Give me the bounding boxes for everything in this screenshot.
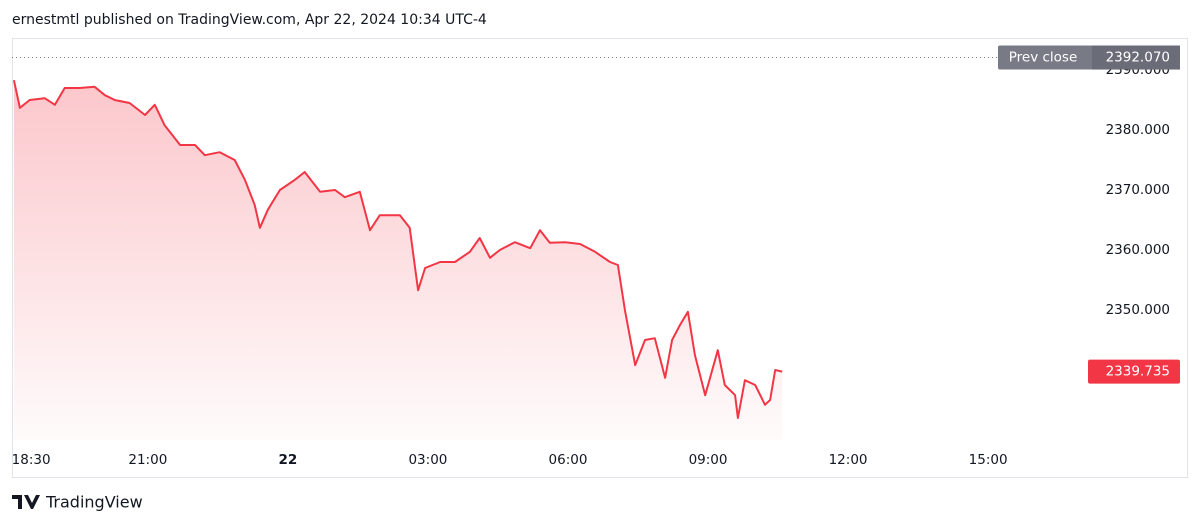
x-tick-label: 15:00 xyxy=(969,452,1008,468)
y-tick-label: 2350.000 xyxy=(1106,302,1170,318)
area xyxy=(13,80,783,440)
x-tick-label: 09:00 xyxy=(689,452,728,468)
prev-close-value-box xyxy=(1092,45,1180,70)
logo-mark xyxy=(12,495,40,509)
y-tick-label: 2360.000 xyxy=(1106,242,1170,258)
plot: 2350.0002360.0002370.0002380.0002390.000… xyxy=(12,45,1180,468)
x-tick-label: 18:30 xyxy=(12,452,51,468)
frame xyxy=(12,38,1188,478)
x-tick-label: 12:00 xyxy=(829,452,868,468)
y-tick-label: 2370.000 xyxy=(1106,182,1170,198)
header: ernestmtl published on TradingView.com, … xyxy=(12,12,487,28)
x-tick-label: 21:00 xyxy=(128,452,167,468)
x-tick-label: 06:00 xyxy=(549,452,588,468)
x-tick-label: 03:00 xyxy=(408,452,447,468)
logo: TradingView xyxy=(12,493,143,512)
prev-close-value: 2392.070 xyxy=(1106,50,1170,66)
footer: TradingView xyxy=(45,493,143,512)
price-line xyxy=(12,79,783,419)
x-tick-label: 22 xyxy=(278,452,297,468)
prev-close-name: Prev close xyxy=(1009,50,1078,66)
last-price-box xyxy=(1088,359,1180,384)
y-tick-label: 2380.000 xyxy=(1106,122,1170,138)
last-price-label: 2339.735 xyxy=(1106,364,1170,380)
